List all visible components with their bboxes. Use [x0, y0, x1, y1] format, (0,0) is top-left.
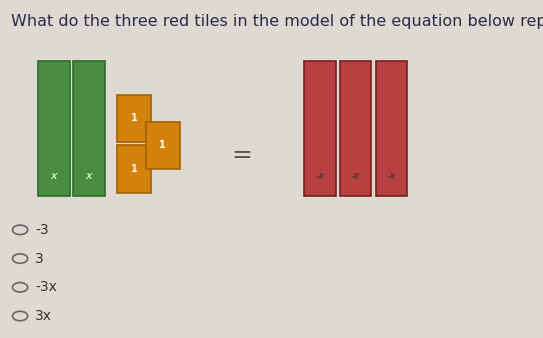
- Text: =: =: [231, 143, 252, 168]
- Text: -x: -x: [351, 171, 361, 181]
- Bar: [117, 145, 151, 193]
- Bar: [340, 61, 371, 196]
- Bar: [304, 61, 336, 196]
- Text: x: x: [50, 171, 57, 181]
- Text: -x: -x: [315, 171, 325, 181]
- Text: 1: 1: [130, 164, 137, 174]
- Text: -3x: -3x: [35, 280, 57, 294]
- Text: 1: 1: [159, 140, 166, 150]
- Text: 1: 1: [130, 113, 137, 123]
- Text: -x: -x: [387, 171, 396, 181]
- Text: 3x: 3x: [35, 309, 52, 323]
- Text: What do the three red tiles in the model of the equation below represent?: What do the three red tiles in the model…: [11, 14, 543, 28]
- Text: 3: 3: [35, 251, 44, 266]
- Bar: [73, 61, 105, 196]
- Bar: [117, 95, 151, 142]
- Bar: [38, 61, 70, 196]
- Bar: [146, 122, 180, 169]
- Bar: [376, 61, 407, 196]
- Text: x: x: [86, 171, 92, 181]
- Text: -3: -3: [35, 223, 49, 237]
